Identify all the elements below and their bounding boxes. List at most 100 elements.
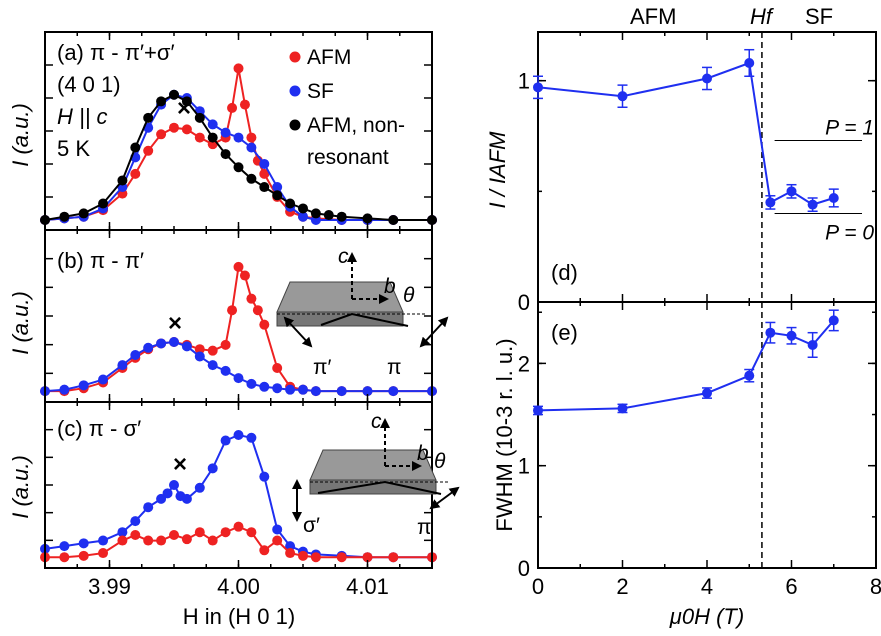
panel-c-cross-marker: ×: [173, 451, 187, 478]
right-xlabel: μ0H (T): [669, 604, 744, 629]
data-point: [207, 345, 218, 356]
data-point: [298, 384, 308, 395]
data-point: [169, 337, 179, 347]
data-point: [362, 386, 373, 397]
data-point: [246, 293, 257, 304]
data-point: [143, 502, 154, 513]
data-point: [807, 199, 818, 210]
incoming-polarization-label: π: [387, 356, 402, 379]
data-point: [765, 327, 776, 338]
data-point: [259, 381, 270, 392]
y-tick-label: 1: [518, 454, 530, 479]
legend-marker-afm: [289, 51, 301, 63]
data-point: [233, 162, 244, 173]
data-point: [181, 493, 192, 504]
data-point: [162, 488, 173, 499]
incoming-polarization-label: π: [417, 516, 432, 539]
data-point: [156, 535, 167, 546]
outgoing-polarization-label: σ′: [303, 514, 320, 537]
y-tick-label: 0: [518, 556, 530, 581]
data-point: [220, 149, 231, 160]
x-tick-label: 2: [616, 574, 628, 599]
data-point: [194, 112, 205, 123]
data-point: [117, 535, 128, 546]
data-point: [744, 57, 755, 68]
data-point: [233, 63, 244, 74]
panel-a-annotation-reflection: (4 0 1): [57, 72, 121, 97]
data-point: [617, 403, 628, 414]
panel-e-ticks: 0 2 4 6 8 0 1 2: [518, 302, 881, 599]
panel-a-series: [40, 63, 437, 225]
data-point: [78, 380, 89, 391]
data-point: [233, 521, 244, 532]
data-point: [786, 186, 797, 197]
data-point: [362, 213, 373, 224]
data-point: [239, 99, 250, 110]
panel-a-cross-marker: ×: [177, 95, 191, 122]
data-point: [272, 524, 283, 535]
y-tick-label: 2: [518, 351, 530, 376]
data-point: [298, 211, 308, 222]
data-point: [807, 339, 818, 350]
data-point: [246, 132, 257, 143]
legend-label-nonresonant-cont: resonant: [307, 146, 389, 169]
panel-a-ticks: [44, 32, 433, 230]
b-axis-label: b: [417, 442, 429, 465]
legend-label-sf: SF: [307, 80, 334, 103]
panel-d-phase-hf: Hf: [750, 4, 775, 29]
panel-a-legend: AFM SF AFM, non- resonant: [289, 46, 405, 169]
data-point: [233, 430, 244, 440]
data-point: [59, 384, 70, 395]
data-point: [298, 550, 308, 561]
legend-marker-sf: [289, 85, 301, 97]
incoming-polarization-arrow: [419, 316, 449, 348]
incoming-polarization-arrow: [429, 486, 460, 510]
reference-line-label: P = 1: [825, 116, 874, 139]
reference-line-label: P = 0: [825, 221, 874, 244]
panel-c-series: [40, 430, 437, 563]
panel-c: 3.99 4.00 4.01 (c) π - σ′ × c b θ σ′ π: [40, 401, 460, 599]
data-point: [207, 132, 218, 143]
data-point: [533, 405, 543, 416]
data-point: [702, 73, 712, 84]
data-point: [98, 198, 109, 209]
panel-a: (a) π - π′+σ′ (4 0 1) H || c 5 K × AFM S…: [40, 31, 437, 231]
panel-e-title: (e): [551, 320, 578, 345]
data-point: [194, 132, 205, 143]
b-axis-label: b: [384, 275, 396, 298]
data-point: [310, 552, 321, 563]
data-point: [233, 132, 244, 143]
data-point: [220, 339, 231, 350]
c-axis-label: c: [371, 410, 382, 433]
data-point: [78, 208, 89, 219]
panel-c-crystal-inset: c b θ σ′ π: [292, 410, 460, 539]
data-point: [220, 435, 231, 446]
data-point: [227, 305, 238, 316]
data-point: [362, 552, 373, 563]
panel-c-ticks: 3.99 4.00 4.01: [44, 402, 433, 599]
panel-b-ylabel: I (a.u.): [8, 291, 33, 355]
y-tick-label: 1: [518, 69, 530, 94]
data-point: [533, 82, 543, 93]
data-point: [59, 541, 70, 552]
data-point: [169, 122, 179, 133]
data-point: [98, 374, 109, 385]
data-point: [143, 112, 154, 123]
x-tick-label: 8: [870, 574, 881, 599]
data-point: [259, 182, 270, 193]
data-point: [207, 119, 218, 130]
data-point: [169, 480, 179, 490]
panel-a-ylabel: I (a.u.): [8, 103, 33, 167]
data-point: [220, 527, 231, 538]
panel-c-title: (c) π - σ′: [57, 416, 141, 441]
data-point: [310, 386, 321, 397]
data-point: [169, 530, 179, 540]
data-point: [143, 342, 154, 353]
data-point: [233, 373, 244, 384]
data-point: [246, 527, 257, 538]
x-tick-label: 4.00: [217, 574, 260, 599]
data-point: [194, 351, 205, 362]
panel-d-title: (d): [551, 260, 578, 285]
data-point: [233, 261, 244, 272]
